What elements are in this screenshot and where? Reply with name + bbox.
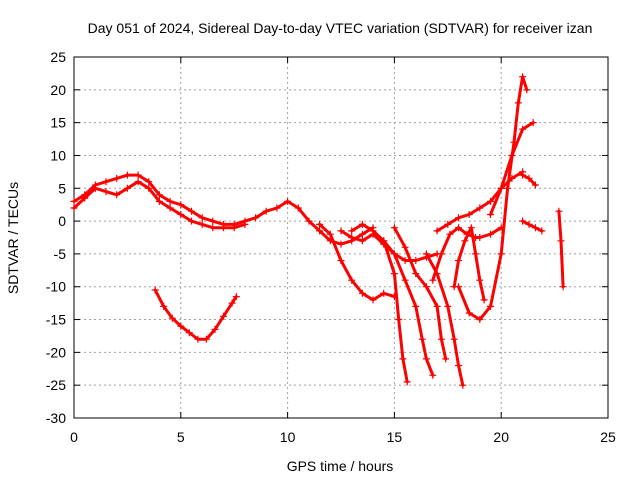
y-axis-label: SDTVAR / TECUs <box>5 182 21 294</box>
series-trace <box>318 222 396 302</box>
series-track-b <box>70 178 249 232</box>
series-trace <box>392 226 448 361</box>
x-axis-label: GPS time / hours <box>287 458 394 474</box>
y-tick-label: 25 <box>50 49 66 65</box>
y-tick-label: -20 <box>46 344 66 360</box>
series-trace <box>72 180 247 230</box>
y-tick-label: 5 <box>58 180 66 196</box>
series-trace <box>489 121 535 216</box>
series-track-m <box>455 73 531 323</box>
x-tick-label: 20 <box>493 429 509 445</box>
series-trace <box>457 75 529 321</box>
series-track-c <box>151 286 240 343</box>
x-tick-label: 25 <box>600 429 616 445</box>
series-trace <box>350 222 409 384</box>
series-track-h <box>390 224 450 363</box>
series-trace <box>382 239 435 377</box>
series-trace <box>557 209 565 289</box>
x-tick-label: 10 <box>280 429 296 445</box>
series-trace <box>452 226 486 302</box>
y-tick-label: 20 <box>50 82 66 98</box>
grid-layer <box>74 57 608 418</box>
y-tick-label: -25 <box>46 377 66 393</box>
y-tick-label: -5 <box>54 246 67 262</box>
y-tick-label: -15 <box>46 312 66 328</box>
series-track-q <box>555 207 567 291</box>
series-track-d <box>316 220 398 304</box>
series-trace <box>521 173 537 187</box>
x-tick-label: 5 <box>177 429 185 445</box>
data-layer <box>70 73 567 389</box>
y-tick-label: 0 <box>58 213 66 229</box>
series-track-g <box>380 237 437 379</box>
y-tick-label: 10 <box>50 147 66 163</box>
series-track-o <box>519 171 539 189</box>
y-tick-label: -30 <box>46 410 66 426</box>
series-track-n <box>487 119 537 218</box>
series-trace <box>153 288 238 341</box>
series-trace <box>521 219 544 233</box>
x-tick-label: 15 <box>387 429 403 445</box>
y-tick-label: -10 <box>46 279 66 295</box>
y-tick-label: 15 <box>50 115 66 131</box>
x-tick-label: 0 <box>70 429 78 445</box>
series-track-p <box>519 217 546 235</box>
chart-title: Day 051 of 2024, Sidereal Day-to-day VTE… <box>88 20 593 36</box>
series-track-l <box>450 224 488 304</box>
tick-layer: 0 5 10 15 20 25 -30 -25 -20 -15 -10 -5 0 5 10 15 20 25 <box>46 49 616 445</box>
plot-frame <box>73 56 609 419</box>
